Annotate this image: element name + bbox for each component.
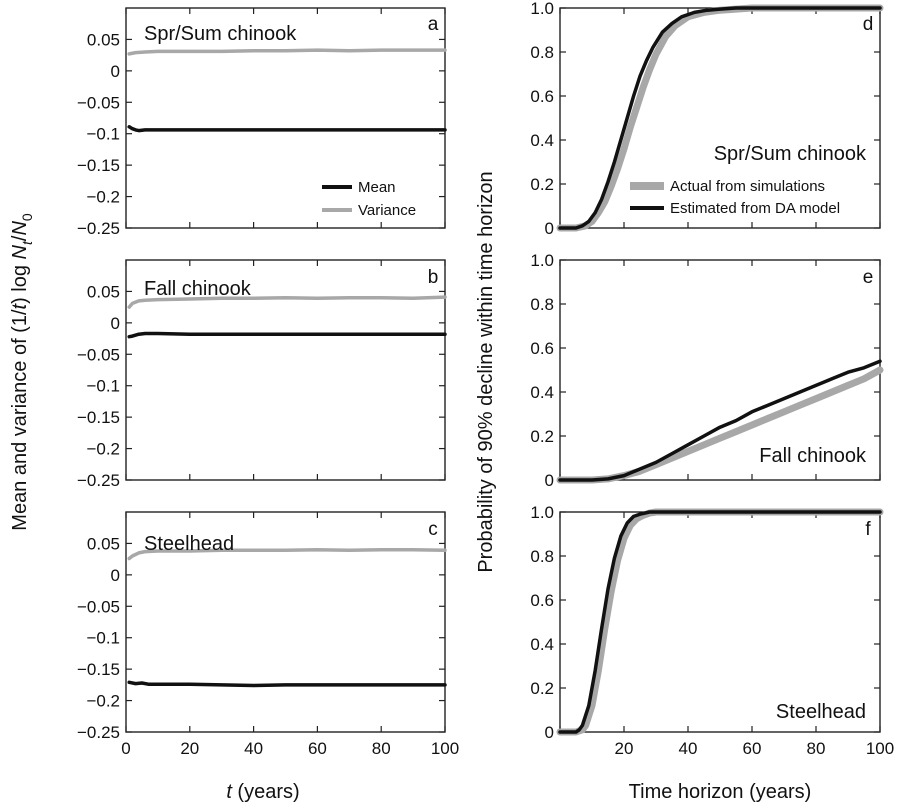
panel-a-ytick-label: −0.1 — [86, 125, 120, 144]
panel-c-ytick-label: −0.2 — [86, 692, 120, 711]
panel-b-ytick-label: −0.15 — [77, 408, 120, 427]
panel-f-title: Steelhead — [776, 701, 866, 723]
panel-d-letter: d — [863, 14, 874, 35]
panel-b-ytick-label: −0.25 — [77, 471, 120, 490]
panel-b-series-variance — [127, 295, 447, 309]
panel-f-ytick-label: 0.6 — [530, 591, 554, 610]
panel-f-series-actual-from-simulations — [556, 508, 884, 736]
panel-d-title: Spr/Sum chinook — [714, 143, 867, 165]
panel-f-xtick-label: 60 — [743, 739, 762, 758]
left-y-axis-label: Mean and variance of (1/t) log Nt/N0 — [9, 213, 35, 531]
panel-a-frame — [125, 7, 446, 229]
panel-b-title: Fall chinook — [144, 278, 252, 300]
panel-d-ytick-label: 0.8 — [530, 43, 554, 62]
panel-e-title: Fall chinook — [759, 445, 867, 467]
panel-e-ytick-label: 0 — [545, 471, 554, 490]
panel-b-frame — [125, 259, 446, 481]
panel-c-frame — [125, 511, 446, 733]
panel-e-ytick-label: 1.0 — [530, 251, 554, 270]
panel-f-xtick-label: 20 — [615, 739, 634, 758]
panel-f-ytick-label: 0 — [545, 723, 554, 742]
panel-a-ytick-label: 0 — [111, 62, 120, 81]
panel-e-letter: e — [863, 267, 874, 288]
panel-e: 1.0 0.8 0.6 0.4 0.2 0 Fall chinook e — [530, 251, 884, 490]
legend-mean-label: Mean — [358, 179, 396, 196]
panel-c-ytick-label: −0.25 — [77, 723, 120, 742]
panel-b-letter: b — [428, 267, 439, 288]
panel-c-series-variance — [127, 547, 447, 561]
panel-e-ytick-label: 0.4 — [530, 383, 554, 402]
right-y-axis-label: Probability of 90% decline within time h… — [475, 171, 497, 572]
panel-f-ytick-label: 0.8 — [530, 547, 554, 566]
panel-c-xtick-label: 0 — [121, 739, 130, 758]
panel-f-xtick-label: 80 — [807, 739, 826, 758]
legend-left: Mean Variance — [322, 179, 416, 219]
panel-f-letter: f — [865, 519, 871, 540]
panel-c-series-mean — [127, 680, 447, 688]
panel-e-ytick-label: 0.8 — [530, 295, 554, 314]
panel-e-series-estimated-from-da-model — [558, 359, 882, 482]
panel-b: 0.05 0 −0.05 −0.1 −0.15 −0.2 −0.25 Fall chinook… — [77, 259, 447, 490]
panel-c-letter: c — [428, 519, 438, 540]
panel-b-ytick-label: −0.2 — [86, 440, 120, 459]
right-x-axis-label: Time horizon (years) — [629, 781, 812, 803]
panel-d-ytick-label: 1.0 — [530, 0, 554, 18]
panel-d-ytick-label: 0.6 — [530, 87, 554, 106]
left-x-axis-label: t (years) — [226, 781, 299, 803]
panel-b-ytick-label: 0 — [111, 314, 120, 333]
legend-variance-label: Variance — [358, 202, 416, 219]
panel-f-xtick-label: 40 — [679, 739, 698, 758]
panel-c-ytick-label: −0.1 — [86, 629, 120, 648]
panel-f-ytick-label: 0.2 — [530, 679, 554, 698]
panel-a-ytick-label: −0.15 — [77, 156, 120, 175]
panel-a-series-mean — [127, 125, 447, 133]
panel-f-ytick-label: 1.0 — [530, 503, 554, 522]
panel-d-series-actual-from-simulations — [556, 4, 884, 232]
panel-a: 0.05 0 −0.05 −0.1 −0.15 −0.2 −0.25 Spr/Sum chin… — [77, 7, 447, 238]
panel-a-series-variance — [127, 48, 447, 56]
panel-b-ytick-label: −0.1 — [86, 377, 120, 396]
panel-c: 0.050−0.05−0.1−0.15−0.2−0.250 20 40 60 80 100… — [77, 511, 459, 758]
panel-d-series-estimated-from-da-model — [558, 6, 882, 230]
panel-a-title: Spr/Sum chinook — [144, 23, 297, 45]
panel-a-ytick-label: 0.05 — [87, 30, 120, 49]
panel-d: 1.0 0.8 0.6 0.4 0.2 0 Spr/Sum chinook d — [530, 0, 884, 238]
panel-b-ytick-label: 0.05 — [87, 282, 120, 301]
panel-c-xtick-label: 20 — [180, 739, 199, 758]
panel-f-xtick-label: 100 — [866, 739, 894, 758]
panel-e-ytick-label: 0.6 — [530, 339, 554, 358]
panel-c-ytick-label: −0.15 — [77, 660, 120, 679]
legend-actual-label: Actual from simulations — [670, 178, 825, 195]
panel-b-ytick-label: −0.05 — [77, 345, 120, 364]
panel-a-ytick-label: −0.05 — [77, 93, 120, 112]
panel-c-ytick-label: 0 — [111, 566, 120, 585]
panel-c-title: Steelhead — [144, 533, 234, 555]
panel-d-ytick-label: 0.4 — [530, 131, 554, 150]
panel-e-ytick-label: 0.2 — [530, 427, 554, 446]
panel-c-xtick-label: 100 — [431, 739, 459, 758]
panel-f-series-estimated-from-da-model — [558, 510, 882, 734]
panel-f-ytick-label: 0.4 — [530, 635, 554, 654]
panel-a-ytick-label: −0.2 — [86, 188, 120, 207]
panel-c-xtick-label: 40 — [244, 739, 263, 758]
panel-c-ytick-label: 0.05 — [87, 534, 120, 553]
legend-right: Actual from simulations Estimated from D… — [630, 178, 840, 217]
panel-c-ytick-label: −0.05 — [77, 597, 120, 616]
panel-d-ytick-label: 0.2 — [530, 175, 554, 194]
panel-b-series-mean — [127, 331, 447, 339]
panel-d-ytick-label: 0 — [545, 219, 554, 238]
panel-c-xtick-label: 60 — [308, 739, 327, 758]
panel-c-xtick-label: 80 — [372, 739, 391, 758]
panel-a-letter: a — [428, 14, 439, 35]
legend-estimated-label: Estimated from DA model — [670, 200, 840, 217]
panel-a-ytick-label: −0.25 — [77, 219, 120, 238]
